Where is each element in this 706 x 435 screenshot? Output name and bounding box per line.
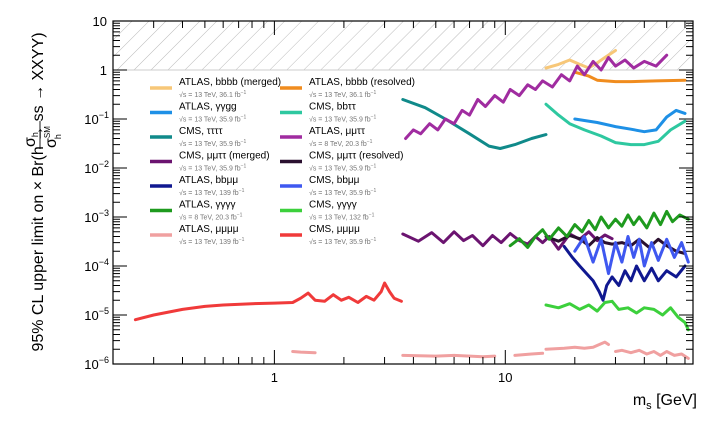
series-11-cms-seg-0	[544, 299, 690, 332]
legend-sublabel: √s = 13 TeV, 139 fb−1	[179, 188, 245, 197]
y-tick-label: 10−1	[84, 110, 109, 127]
y-tick-label: 10−3	[84, 208, 109, 225]
legend-sublabel: √s = 13 TeV, 35.9 fb−1	[179, 139, 247, 148]
y-axis-fraction: σh σSMh	[22, 121, 63, 149]
legend-label: CMS, γγγγ	[309, 200, 357, 211]
y-tick-label: 10−5	[84, 306, 109, 323]
series-1-atlas-bbbb-resolved-seg-0	[573, 70, 687, 84]
legend-sublabel: √s = 13 TeV, 35.9 fb−1	[179, 164, 247, 173]
axis-ticks	[112, 20, 693, 365]
x-tick-label-10: 10	[498, 370, 512, 385]
y-tick-label: 10−6	[84, 355, 109, 372]
x-axis-title: ms [GeV]	[633, 392, 697, 412]
legend-label: CMS, μμττ (merged)	[179, 151, 270, 162]
y-title-prefix: 95% CL upper limit on	[30, 190, 47, 351]
legend-label: CMS, bbμμ	[309, 175, 360, 186]
series-8-atlas-bb-seg-0	[562, 245, 687, 302]
axis-tick-labels: 1 10 10−6 10−5 10−4 10−3 10−2 10−1 1 10	[84, 14, 512, 385]
series-layer	[133, 49, 690, 360]
legend-sublabel: √s = 13 TeV, 36.1 fb−1	[179, 90, 247, 99]
y-tick-label: 1	[100, 63, 107, 78]
series-12-atlas-seg-2	[513, 351, 545, 357]
series-4-cms-seg-0	[401, 98, 548, 150]
legend-sublabel: √s = 8 TeV, 20.3 fb−1	[309, 139, 373, 148]
series-12-atlas-seg-0	[291, 350, 317, 355]
y-title-suffix: × Br(h → ss → XXYY)	[30, 32, 47, 190]
svg-text:σSMh: σSMh	[43, 126, 63, 148]
legend-label: ATLAS, γγγγ	[179, 200, 236, 211]
svg-text:95% CL upper limit on × Br(h: 95% CL upper limit on × Br(h → ss → XXYY…	[30, 32, 47, 351]
legend-sublabel: √s = 13 TeV, 36.1 fb−1	[309, 90, 377, 99]
y-tick-label: 10−2	[84, 159, 109, 176]
legend-sublabel: √s = 13 TeV, 35.9 fb−1	[309, 164, 377, 173]
x-tick-label-1: 1	[271, 370, 278, 385]
legend-label: CMS, μμττ (resolved)	[309, 151, 403, 162]
series-13-cms-seg-0	[133, 281, 403, 322]
series-12-atlas-seg-4	[614, 348, 690, 360]
legend-sublabel: √s = 13 TeV, 35.9 fb−1	[309, 237, 377, 246]
svg-text:σh: σh	[22, 132, 40, 147]
legend-label: ATLAS, bbbb (merged)	[179, 77, 281, 88]
series-3-cms-bb-seg-0	[544, 102, 687, 147]
legend-label: ATLAS, γγgg	[179, 102, 237, 113]
legend-label: ATLAS, bbμμ	[179, 175, 238, 186]
legend-sublabel: √s = 13 TeV, 35.9 fb−1	[309, 188, 377, 197]
legend: ATLAS, bbbb (merged) √s = 13 TeV, 36.1 fb…	[150, 77, 415, 246]
legend-sublabel: √s = 8 TeV, 20.3 fb−1	[179, 213, 243, 222]
y-tick-label: 10	[93, 14, 107, 29]
legend-sublabel: √s = 13 TeV, 132 fb−1	[309, 213, 375, 222]
series-5-atlas-seg-0	[404, 53, 669, 140]
series-2-atlas-gg-seg-0	[573, 108, 687, 134]
series-12-atlas-seg-1	[401, 353, 497, 359]
legend-label: ATLAS, bbbb (resolved)	[309, 77, 415, 88]
legend-label: ATLAS, μμττ	[309, 126, 365, 137]
legend-sublabel: √s = 13 TeV, 35.9 fb−1	[309, 115, 377, 124]
legend-sublabel: √s = 13 TeV, 139 fb−1	[179, 237, 245, 246]
legend-label: ATLAS, μμμμ	[179, 224, 239, 235]
series-9-cms-bb-seg-0	[573, 235, 690, 276]
series-10-atlas-seg-0	[508, 209, 690, 249]
y-tick-label: 10−4	[84, 257, 109, 274]
legend-label: CMS, ττττ	[179, 126, 223, 137]
series-0-atlas-bbbb-merged-seg-0	[544, 49, 617, 70]
legend-sublabel: √s = 13 TeV, 35.9 fb−1	[179, 115, 247, 124]
legend-label: CMS, bbττ	[309, 102, 356, 113]
y-axis-title: 95% CL upper limit on × Br(h → ss → XXYY…	[30, 32, 47, 351]
plot-frame	[112, 20, 694, 365]
legend-label: CMS, μμμμ	[309, 224, 360, 235]
series-12-atlas-seg-3	[544, 340, 610, 351]
